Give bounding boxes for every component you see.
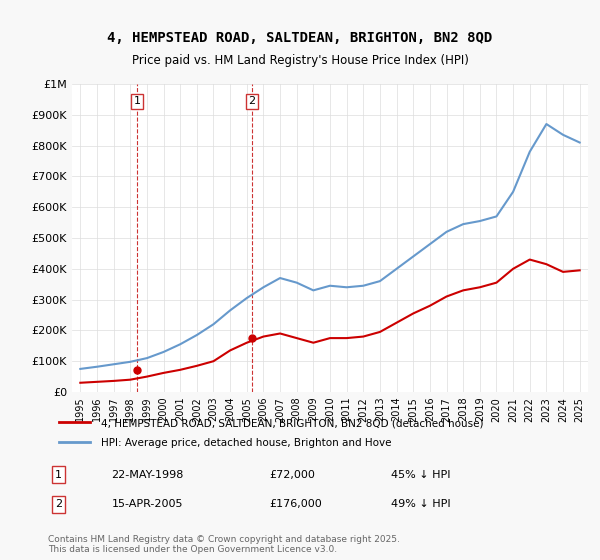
Text: 2: 2 — [248, 96, 256, 106]
Text: 22-MAY-1998: 22-MAY-1998 — [112, 470, 184, 479]
Text: 4, HEMPSTEAD ROAD, SALTDEAN, BRIGHTON, BN2 8QD (detached house): 4, HEMPSTEAD ROAD, SALTDEAN, BRIGHTON, B… — [101, 418, 484, 428]
Text: 15-APR-2005: 15-APR-2005 — [112, 499, 183, 509]
Text: 4, HEMPSTEAD ROAD, SALTDEAN, BRIGHTON, BN2 8QD: 4, HEMPSTEAD ROAD, SALTDEAN, BRIGHTON, B… — [107, 31, 493, 45]
Text: 2: 2 — [55, 499, 62, 509]
Text: Price paid vs. HM Land Registry's House Price Index (HPI): Price paid vs. HM Land Registry's House … — [131, 54, 469, 67]
Text: HPI: Average price, detached house, Brighton and Hove: HPI: Average price, detached house, Brig… — [101, 438, 391, 449]
Text: 49% ↓ HPI: 49% ↓ HPI — [391, 499, 451, 509]
Text: £72,000: £72,000 — [270, 470, 316, 479]
Text: 1: 1 — [133, 96, 140, 106]
Text: 1: 1 — [55, 470, 62, 479]
Text: Contains HM Land Registry data © Crown copyright and database right 2025.
This d: Contains HM Land Registry data © Crown c… — [48, 535, 400, 554]
Text: £176,000: £176,000 — [270, 499, 323, 509]
Text: 45% ↓ HPI: 45% ↓ HPI — [391, 470, 451, 479]
